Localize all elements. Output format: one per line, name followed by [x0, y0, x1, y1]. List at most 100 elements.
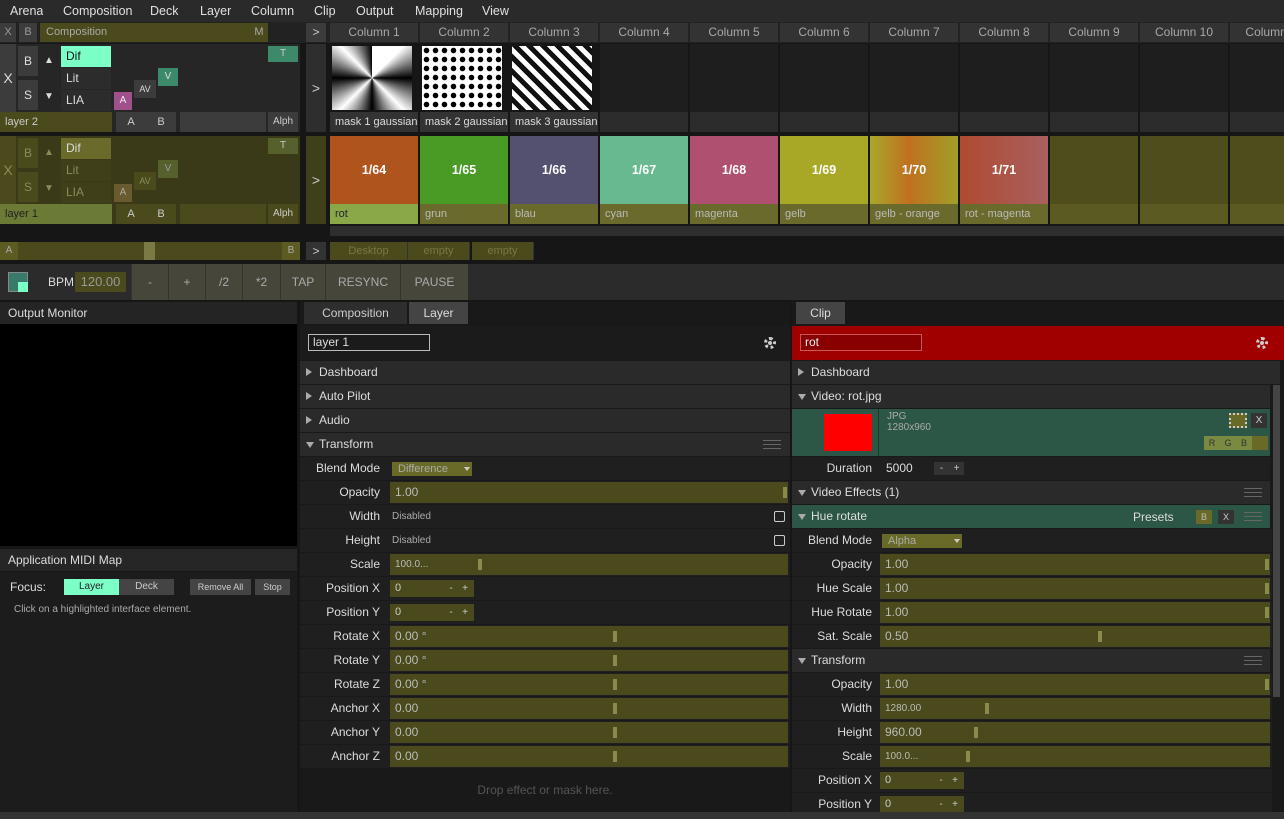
tempo-button[interactable]: + [168, 264, 205, 300]
menu-item[interactable]: Mapping [415, 4, 463, 18]
duration-plus[interactable]: + [949, 462, 964, 475]
section-header[interactable]: Auto Pilot [300, 385, 790, 408]
effect-header[interactable]: Hue rotate [792, 505, 1270, 528]
channel-alpha[interactable] [1252, 436, 1268, 450]
deck-tab[interactable]: empty [472, 242, 534, 260]
column-header[interactable]: Column 5 [690, 23, 778, 42]
clip-name[interactable]: mask 2 gaussian [420, 112, 508, 132]
layer-crossfade-side[interactable]: A [116, 204, 146, 224]
param-dropdown[interactable]: Alpha [882, 534, 962, 548]
empty-clip[interactable] [1230, 136, 1284, 204]
layer-x[interactable]: X [0, 44, 16, 112]
menu-item[interactable]: Clip [314, 4, 336, 18]
column-header[interactable]: Column 6 [780, 23, 868, 42]
bpm-value[interactable]: 120.00 [75, 272, 126, 292]
param-slider[interactable]: 0.00 [390, 722, 788, 743]
clip-thumbnail[interactable]: 1/67 [600, 136, 688, 204]
tempo-button[interactable]: *2 [242, 264, 280, 300]
fit-button[interactable] [1229, 413, 1247, 428]
comp-b[interactable]: B [19, 23, 37, 42]
param-slider[interactable]: 0.50 [880, 626, 1270, 647]
duration-minus[interactable]: - [934, 462, 949, 475]
stepper-plus[interactable]: + [462, 607, 468, 618]
param-slider[interactable]: 0.00 [390, 698, 788, 719]
clip-name[interactable]: mask 1 gaussian [330, 112, 418, 132]
remove-all[interactable]: Remove All [190, 579, 251, 595]
crossfader-a[interactable]: A [0, 242, 18, 260]
param-field[interactable]: 0 [390, 580, 474, 597]
column-header[interactable]: Column 11 [1230, 23, 1284, 42]
layer-v[interactable]: V [158, 160, 178, 178]
menu-item[interactable]: Output [356, 4, 394, 18]
layer-alpha[interactable]: Alph [268, 112, 298, 132]
duration-value[interactable]: 5000 [886, 461, 913, 475]
layer-trigger[interactable]: > [306, 44, 326, 132]
param-slider[interactable]: 1.00 [880, 578, 1270, 599]
column-header[interactable]: Column 7 [870, 23, 958, 42]
clip-name[interactable]: cyan [600, 204, 688, 224]
empty-clip[interactable] [690, 44, 778, 112]
empty-clip[interactable] [960, 44, 1048, 112]
clip-name[interactable]: magenta [690, 204, 778, 224]
blend-mode-item[interactable]: Lit [61, 160, 111, 181]
comp-x[interactable]: X [0, 23, 16, 42]
layer-v[interactable]: V [158, 68, 178, 86]
param-slider[interactable]: 1.00 [880, 674, 1270, 695]
channel-toggle[interactable]: G [1220, 436, 1236, 450]
checkbox[interactable] [774, 535, 785, 546]
column-header[interactable]: Column 3 [510, 23, 598, 42]
param-slider[interactable]: 0.00 ° [390, 674, 788, 695]
menu-item[interactable]: Deck [150, 4, 179, 18]
clip-thumbnail[interactable] [422, 46, 502, 110]
clip-name[interactable]: gelb - orange [870, 204, 958, 224]
channel-toggle[interactable]: R [1204, 436, 1220, 450]
deck-tab[interactable]: Desktop [330, 242, 408, 260]
panel-scrollbar[interactable] [1273, 385, 1280, 697]
blend-mode-item[interactable]: LIA [61, 182, 111, 203]
presets-button[interactable]: Presets [1133, 510, 1174, 524]
blend-mode-item[interactable]: LIA [61, 90, 111, 111]
menu-item[interactable]: View [482, 4, 509, 18]
param-slider[interactable]: 1.00 [390, 482, 788, 503]
param-dropdown[interactable]: Difference [392, 462, 472, 476]
empty-clip[interactable] [1050, 136, 1138, 204]
clip-name[interactable]: blau [510, 204, 598, 224]
tempo-button[interactable]: /2 [205, 264, 242, 300]
layer-x[interactable]: X [0, 136, 16, 204]
menu-item[interactable]: Layer [200, 4, 232, 18]
clip-name[interactable]: gelb [780, 204, 868, 224]
focus-layer[interactable]: Layer [64, 579, 119, 595]
layer-av[interactable]: AV [134, 80, 156, 98]
layer-name[interactable]: layer 2 [0, 112, 112, 132]
layer-up[interactable]: ▲ [44, 55, 54, 66]
param-slider[interactable]: 1280.00 [880, 698, 1270, 719]
layer-av[interactable]: AV [134, 172, 156, 190]
blend-mode-item[interactable]: Dif [61, 46, 111, 67]
section-header[interactable]: Transform [300, 433, 790, 456]
empty-clip[interactable] [870, 44, 958, 112]
section-header[interactable]: Transform [792, 649, 1270, 672]
stepper-plus[interactable]: + [462, 583, 468, 594]
param-field[interactable]: 0 [880, 772, 964, 789]
column-header[interactable]: Column 8 [960, 23, 1048, 42]
tempo-button[interactable]: TAP [280, 264, 325, 300]
layer-name[interactable]: layer 1 [0, 204, 112, 224]
stepper-minus[interactable]: - [939, 775, 943, 786]
effect-bypass[interactable]: B [1196, 510, 1212, 524]
param-field[interactable]: 0 [390, 604, 474, 621]
menu-item[interactable]: Column [251, 4, 295, 18]
param-slider[interactable]: 0.00 [390, 746, 788, 767]
column-header[interactable]: Column 10 [1140, 23, 1228, 42]
param-slider[interactable]: 960.00 [880, 722, 1270, 743]
menu-item[interactable]: Arena [10, 4, 44, 18]
clip-thumbnail[interactable]: 1/65 [420, 136, 508, 204]
layer-solo[interactable]: S [18, 172, 38, 202]
layer-bypass[interactable]: B [18, 46, 38, 76]
section-header[interactable]: Video Effects (1) [792, 481, 1270, 504]
clip-thumbnail[interactable]: 1/64 [330, 136, 418, 204]
layer-t[interactable]: T [268, 138, 298, 154]
comp-m[interactable]: M [250, 23, 268, 42]
focus-deck[interactable]: Deck [119, 579, 174, 595]
menu-item[interactable]: Composition [63, 4, 133, 18]
empty-clip[interactable] [780, 44, 868, 112]
